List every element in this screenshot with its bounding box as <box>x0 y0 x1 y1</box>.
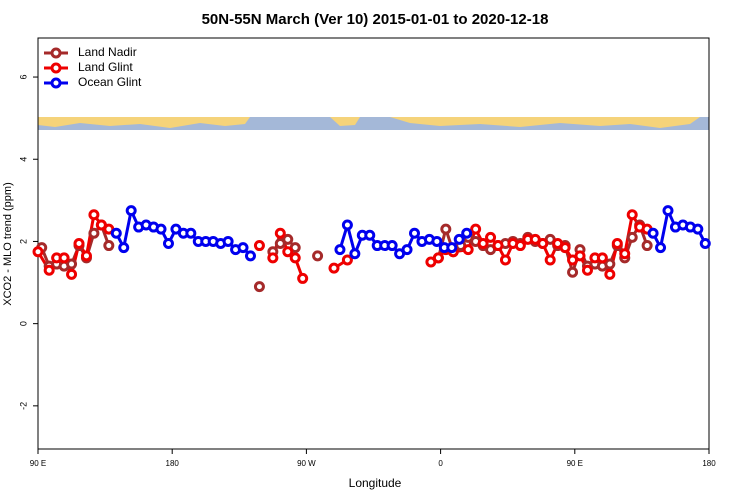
point <box>328 262 340 274</box>
point <box>619 248 631 260</box>
point <box>125 205 137 217</box>
point <box>364 229 376 241</box>
point <box>341 254 353 266</box>
point <box>662 205 674 217</box>
land-strip <box>38 117 250 128</box>
point <box>641 240 653 252</box>
point <box>237 242 249 254</box>
point <box>477 238 489 249</box>
chart-title: 50N-55N March (Ver 10) 2015-01-01 to 202… <box>202 11 549 28</box>
point <box>32 246 44 258</box>
point <box>267 252 279 264</box>
y-tick-label: -2 <box>18 402 28 410</box>
point <box>440 223 452 235</box>
point <box>88 209 100 221</box>
point <box>244 250 256 262</box>
legend-label: Ocean Glint <box>78 75 142 89</box>
point <box>446 242 458 254</box>
point <box>461 227 473 239</box>
point <box>604 258 616 270</box>
point <box>499 254 511 266</box>
point <box>485 231 497 243</box>
point <box>103 240 115 252</box>
point <box>222 235 234 247</box>
point <box>596 252 608 264</box>
point <box>386 240 398 252</box>
y-axis-label: XCO2 - MLO trend (ppm) <box>2 182 14 305</box>
point <box>431 235 443 247</box>
point <box>110 227 122 239</box>
point <box>73 238 85 249</box>
point <box>282 233 294 245</box>
point <box>626 231 638 243</box>
point <box>492 240 504 252</box>
x-tick-label: 180 <box>702 459 716 468</box>
point <box>80 250 92 262</box>
x-axis-label: Longitude <box>349 476 402 490</box>
point <box>453 233 465 245</box>
point <box>282 246 294 258</box>
x-tick-label: 90 E <box>567 459 583 468</box>
point <box>334 244 346 256</box>
legend-label: Land Nadir <box>78 45 137 59</box>
y-tick-label: 0 <box>18 321 28 326</box>
point <box>162 238 174 249</box>
point <box>409 227 421 239</box>
point <box>462 244 474 256</box>
point <box>43 264 55 276</box>
point <box>88 227 100 239</box>
legend-label: Land Glint <box>78 60 133 74</box>
land-strip <box>330 117 700 128</box>
map-strip <box>38 117 709 130</box>
point <box>66 258 78 270</box>
x-tick-label: 90 E <box>30 459 46 468</box>
point <box>253 281 265 293</box>
point <box>341 219 353 231</box>
point <box>514 240 526 252</box>
legend-marker <box>50 47 62 59</box>
point <box>470 223 482 235</box>
point <box>544 254 556 266</box>
point <box>537 238 549 249</box>
x-tick-label: 0 <box>438 459 443 468</box>
point <box>58 252 70 264</box>
point <box>581 264 593 276</box>
point <box>567 266 579 278</box>
point <box>626 209 638 221</box>
point <box>692 223 704 235</box>
point <box>559 242 571 254</box>
y-tick-label: 4 <box>18 157 28 162</box>
point <box>289 252 301 264</box>
point <box>647 227 659 239</box>
x-tick-label: 90 W <box>297 459 316 468</box>
point <box>574 250 586 262</box>
point <box>401 244 413 256</box>
point <box>349 248 361 260</box>
point <box>655 242 667 254</box>
x-tick-label: 180 <box>166 459 180 468</box>
point <box>118 242 130 254</box>
point <box>312 250 324 262</box>
point <box>185 227 197 239</box>
point <box>66 268 78 280</box>
point <box>611 238 623 249</box>
point <box>155 223 167 235</box>
point <box>297 272 309 284</box>
point <box>699 238 711 249</box>
point <box>253 240 265 252</box>
y-tick-label: 2 <box>18 239 28 244</box>
point <box>274 227 286 239</box>
point <box>604 268 616 280</box>
y-tick-label: 6 <box>18 75 28 80</box>
point <box>432 252 444 264</box>
legend-marker <box>50 77 62 89</box>
legend-marker <box>50 62 62 74</box>
